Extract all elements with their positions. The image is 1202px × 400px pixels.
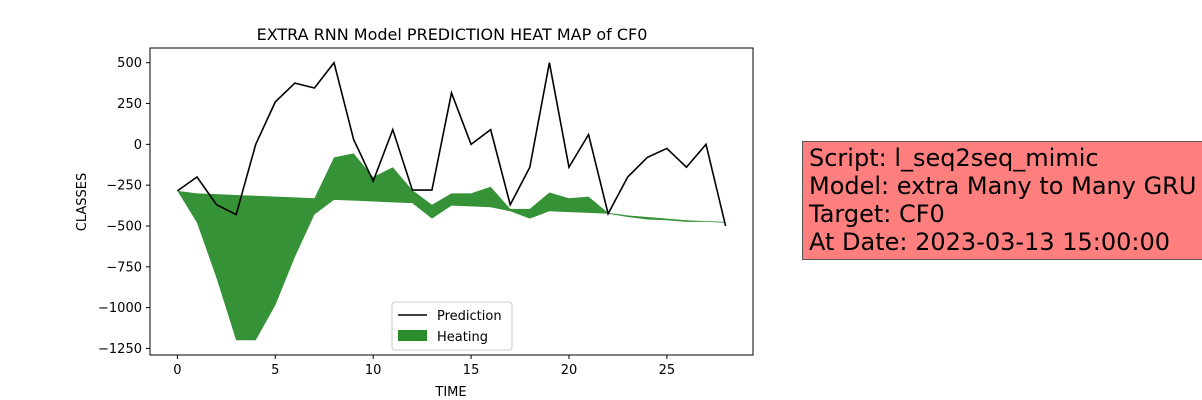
plot-area bbox=[176, 60, 727, 341]
info-target: Target: CF0 bbox=[809, 200, 945, 228]
x-axis-ticks: 0 5 10 15 20 25 bbox=[173, 355, 675, 378]
info-date: At Date: 2023-03-13 15:00:00 bbox=[809, 228, 1171, 256]
heating-area bbox=[177, 153, 726, 341]
heat-map-chart: EXTRA RNN Model PREDICTION HEAT MAP of C… bbox=[75, 25, 754, 400]
y-tick-label: 250 bbox=[117, 97, 142, 112]
y-axis-ticks: 500 250 0 −250 −500 −750 −1000 −1250 bbox=[98, 56, 150, 357]
y-tick-label: −1250 bbox=[98, 342, 142, 357]
legend: Prediction Heating bbox=[391, 301, 513, 351]
x-axis-label: TIME bbox=[434, 385, 466, 400]
y-axis-label: CLASSES bbox=[75, 173, 90, 231]
info-model: Model: extra Many to Many GRU bbox=[809, 172, 1197, 200]
prediction-line bbox=[176, 60, 727, 227]
info-script: Script: l_seq2seq_mimic bbox=[809, 144, 1099, 172]
y-tick-label: 0 bbox=[134, 138, 142, 153]
legend-heating-label: Heating bbox=[437, 330, 488, 345]
chart-title: EXTRA RNN Model PREDICTION HEAT MAP of C… bbox=[257, 25, 648, 44]
legend-heating-swatch bbox=[398, 330, 427, 341]
x-tick-label: 20 bbox=[561, 363, 578, 378]
info-box: Script: l_seq2seq_mimic Model: extra Man… bbox=[802, 141, 1202, 260]
y-tick-label: −750 bbox=[106, 260, 142, 275]
x-tick-label: 25 bbox=[659, 363, 676, 378]
x-tick-label: 10 bbox=[365, 363, 382, 378]
x-tick-label: 15 bbox=[463, 363, 480, 378]
y-tick-label: 500 bbox=[117, 56, 142, 71]
legend-prediction-label: Prediction bbox=[437, 309, 502, 324]
x-tick-label: 5 bbox=[271, 363, 279, 378]
plot-frame bbox=[149, 47, 754, 356]
y-tick-label: −1000 bbox=[98, 301, 142, 316]
y-tick-label: −250 bbox=[106, 179, 142, 194]
x-tick-label: 0 bbox=[173, 363, 181, 378]
y-tick-label: −500 bbox=[106, 219, 142, 234]
